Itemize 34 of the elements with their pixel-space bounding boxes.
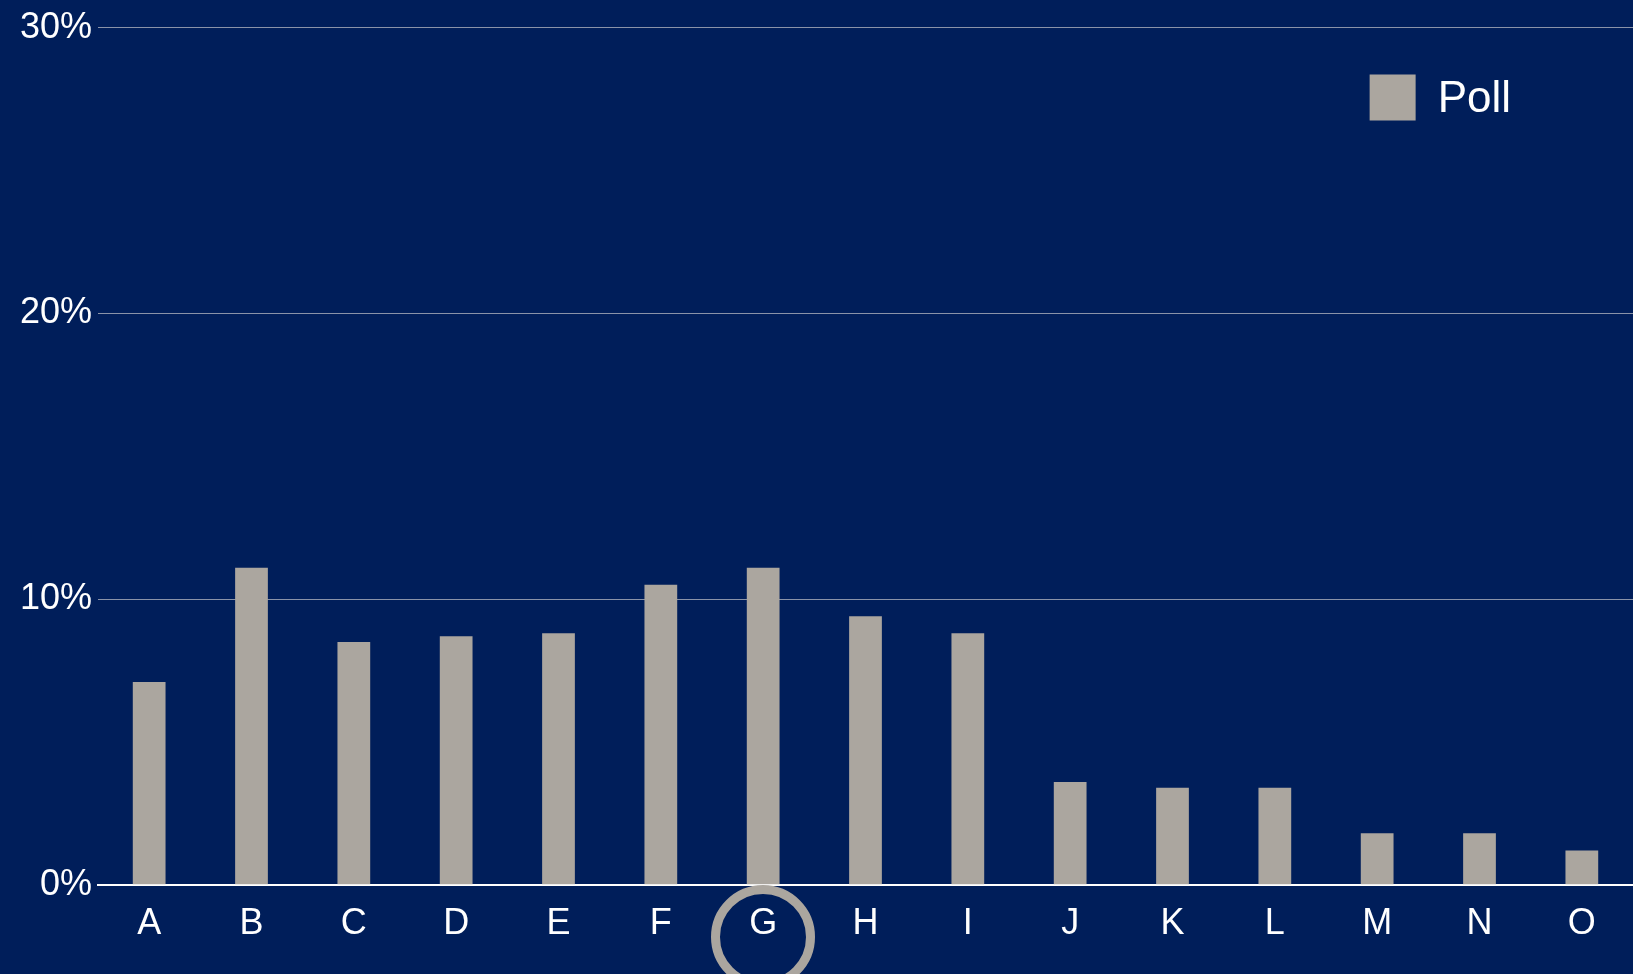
x-tick-label: K [1160, 901, 1185, 943]
x-tick-label: E [546, 901, 571, 943]
bar [951, 633, 985, 885]
bar [1053, 781, 1087, 885]
x-tick-label: N [1466, 901, 1493, 943]
x-tick-label: A [137, 901, 162, 943]
bar [1360, 833, 1394, 885]
bar [132, 681, 166, 885]
x-tick-label: L [1264, 901, 1285, 943]
bar [1258, 787, 1292, 885]
bar [1565, 850, 1599, 885]
x-tick-label: O [1567, 901, 1596, 943]
y-tick-label: 20% [19, 290, 92, 332]
bar [1463, 833, 1496, 885]
bar [439, 636, 473, 885]
bar [235, 567, 268, 885]
bar [337, 641, 371, 885]
x-tick-label: M [1362, 901, 1393, 943]
bar [644, 584, 678, 885]
x-tick-label: J [1061, 901, 1080, 943]
x-tick-label: H [852, 901, 879, 943]
y-tick-label: 0% [39, 861, 92, 903]
x-tick-label: C [340, 901, 367, 943]
bar [849, 616, 882, 885]
x-tick-label: B [239, 901, 264, 943]
x-tick-label: D [443, 901, 470, 943]
y-tick-label: 10% [19, 575, 92, 617]
x-tick-label: I [962, 901, 973, 943]
bar [542, 633, 575, 885]
y-tick-label: 30% [19, 4, 92, 46]
bar [1156, 787, 1189, 885]
x-tick-label: F [649, 901, 672, 943]
x-tick-label: G [749, 901, 778, 943]
legend-label: Poll [1437, 71, 1512, 121]
